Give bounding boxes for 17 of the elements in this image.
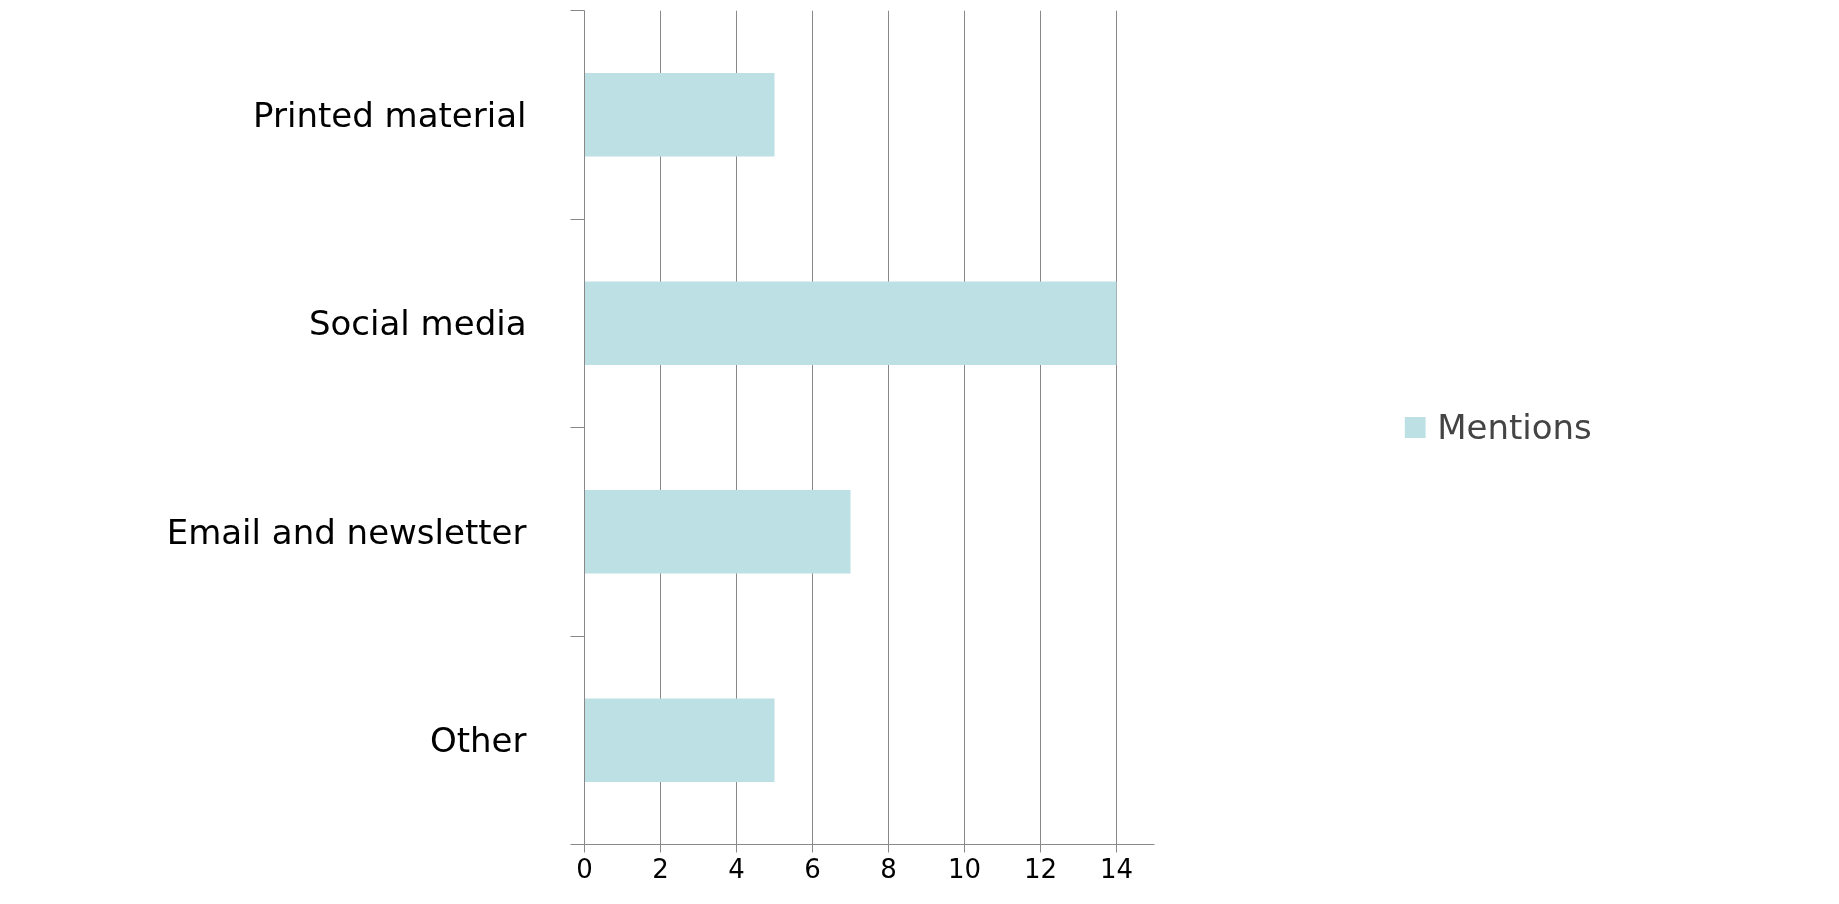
x-tick-label: 6: [804, 853, 821, 884]
bar: [584, 281, 1117, 365]
x-tick-label: 12: [1023, 853, 1058, 884]
x-tick-label: 8: [880, 853, 897, 884]
bar: [584, 490, 851, 574]
x-tick-label: 0: [576, 853, 593, 884]
y-tick-label: Other: [429, 720, 527, 761]
y-tick-label: Social media: [308, 303, 527, 344]
y-tick-label: Printed material: [253, 94, 527, 135]
bar: [584, 73, 775, 157]
x-tick-label: 4: [728, 853, 745, 884]
bar: [584, 698, 775, 782]
legend-label: Mentions: [1437, 407, 1592, 447]
x-tick-label: 2: [652, 853, 669, 884]
x-tick-label: 10: [947, 853, 982, 884]
y-tick-label: Email and newsletter: [166, 511, 527, 552]
x-tick-label: 14: [1099, 853, 1134, 884]
